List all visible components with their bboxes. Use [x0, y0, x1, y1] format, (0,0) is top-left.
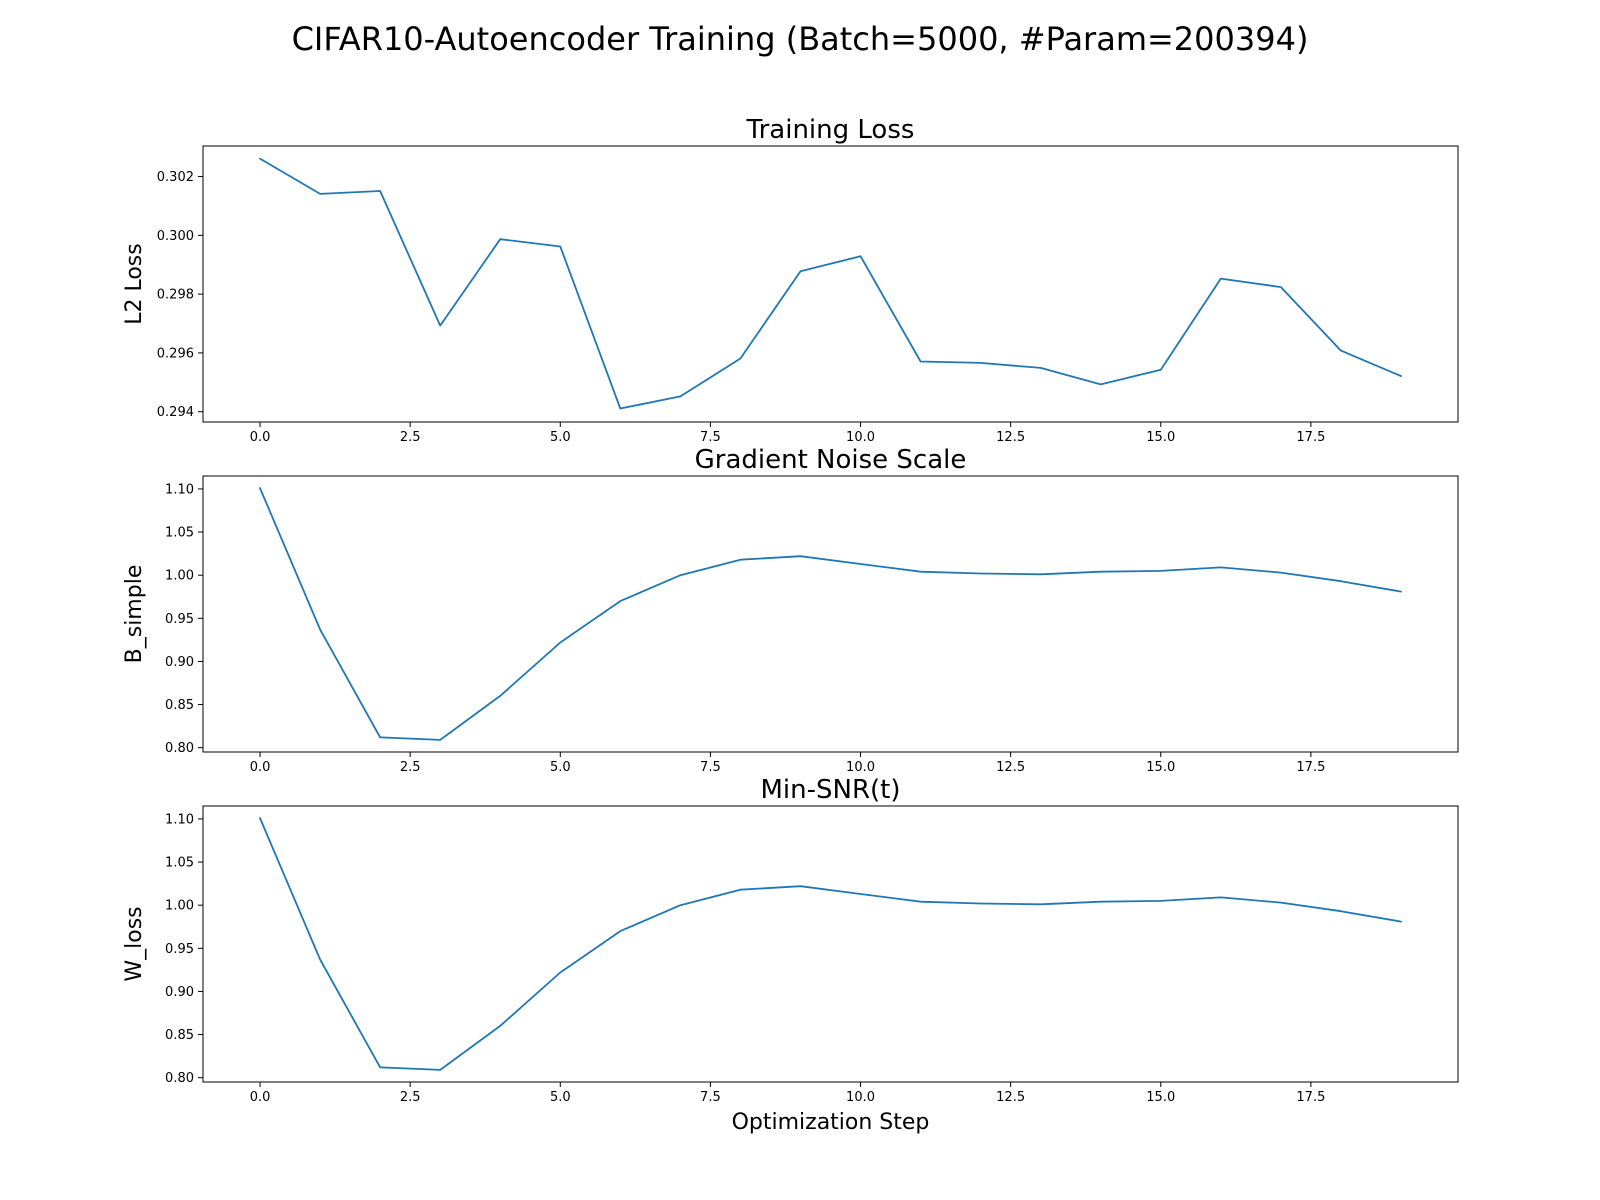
y-tick-label: 1.00 — [165, 899, 194, 914]
chart-title: Gradient Noise Scale — [695, 445, 967, 475]
x-tick-label: 15.0 — [1146, 430, 1175, 445]
y-tick-label: 0.90 — [165, 655, 194, 670]
figure-title: CIFAR10-Autoencoder Training (Batch=5000… — [292, 20, 1309, 58]
y-tick-label: 0.95 — [165, 612, 194, 627]
y-tick-label: 0.294 — [157, 405, 194, 420]
y-tick-label: 1.05 — [165, 526, 194, 541]
x-tick-label: 7.5 — [700, 430, 721, 445]
y-tick-label: 0.90 — [165, 985, 194, 1000]
y-axis-label: L2 Loss — [122, 243, 147, 325]
x-tick-label: 12.5 — [996, 430, 1025, 445]
chart-panel-3: Min-SNR(t) W_loss Optimization Step 0.0 2.5 5… — [122, 775, 1459, 1135]
x-tick-label: 10.0 — [846, 430, 875, 445]
y-tick-label: 1.10 — [165, 482, 194, 497]
y-axis-label: W_loss — [122, 906, 147, 981]
y-tick-label: 0.300 — [157, 229, 194, 244]
x-tick-label: 2.5 — [400, 760, 421, 775]
chart-title: Min-SNR(t) — [760, 775, 900, 805]
x-tick-label: 17.5 — [1296, 1090, 1325, 1105]
x-tick-label: 10.0 — [846, 1090, 875, 1105]
plot-frame — [202, 475, 1459, 753]
x-tick-label: 7.5 — [700, 1090, 721, 1105]
y-tick-label: 0.85 — [165, 698, 194, 713]
x-tick-label: 5.0 — [550, 1090, 571, 1105]
plot-frame — [202, 805, 1459, 1083]
y-tick-label: 0.302 — [157, 170, 194, 185]
x-tick-label: 0.0 — [250, 1090, 271, 1105]
x-tick-label: 15.0 — [1146, 760, 1175, 775]
y-tick-label: 0.95 — [165, 942, 194, 957]
x-tick-label: 17.5 — [1296, 430, 1325, 445]
y-tick-label: 1.00 — [165, 569, 194, 584]
chart-panel-2: Gradient Noise Scale B_simple 0.0 2.5 5.0 7.5… — [122, 445, 1459, 775]
y-tick-label: 0.80 — [165, 741, 194, 756]
series-line-1 — [259, 157, 1402, 410]
x-tick-label: 2.5 — [400, 430, 421, 445]
y-axis-label: B_simple — [122, 565, 147, 664]
x-tick-label: 15.0 — [1146, 1090, 1175, 1105]
x-axis-label: Optimization Step — [732, 1110, 930, 1135]
x-tick-label: 5.0 — [550, 430, 571, 445]
x-tick-label: 12.5 — [996, 1090, 1025, 1105]
y-tick-label: 0.85 — [165, 1028, 194, 1043]
chart-panels: Training Loss L2 Loss 0.0 2.5 5.0 7.5 10.0 12.5… — [122, 115, 1459, 1135]
y-tick-label: 0.80 — [165, 1071, 194, 1086]
x-tick-label: 7.5 — [700, 760, 721, 775]
x-tick-label: 10.0 — [846, 760, 875, 775]
x-tick-label: 0.0 — [250, 430, 271, 445]
y-tick-label: 1.05 — [165, 856, 194, 871]
y-tick-label: 1.10 — [165, 812, 194, 827]
x-tick-label: 0.0 — [250, 760, 271, 775]
x-tick-label: 2.5 — [400, 1090, 421, 1105]
y-tick-label: 0.296 — [157, 346, 194, 361]
y-tick-label: 0.298 — [157, 288, 194, 303]
x-tick-label: 17.5 — [1296, 760, 1325, 775]
chart-title: Training Loss — [746, 115, 915, 145]
plot-frame — [202, 145, 1459, 423]
chart-panel-1: Training Loss L2 Loss 0.0 2.5 5.0 7.5 10.0 12.5… — [122, 115, 1459, 445]
series-line-1 — [259, 487, 1402, 741]
x-tick-label: 12.5 — [996, 760, 1025, 775]
series-line-1 — [259, 817, 1402, 1071]
x-tick-label: 5.0 — [550, 760, 571, 775]
